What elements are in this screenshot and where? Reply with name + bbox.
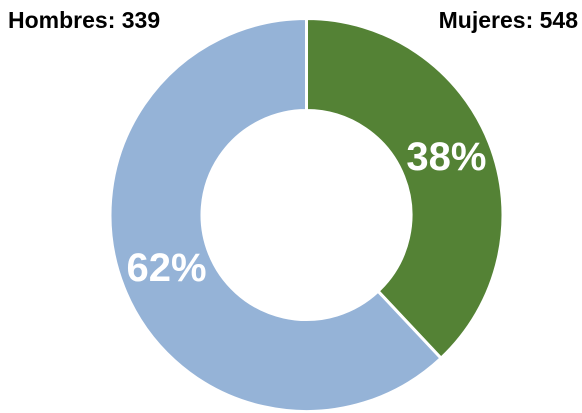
- annotation: Mujeres: 548: [439, 7, 579, 33]
- annotation: Hombres: 339: [8, 7, 160, 33]
- slice: [108, 16, 444, 413]
- value-label: 38%: [406, 135, 486, 179]
- value-label: 62%: [127, 246, 207, 290]
- slice: [305, 16, 505, 361]
